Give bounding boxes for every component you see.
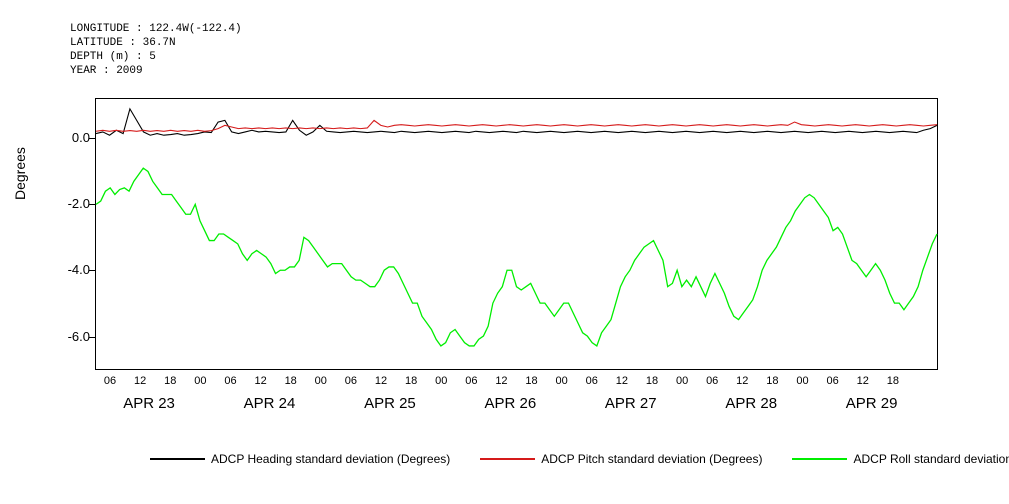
xtick-label-4-3: 00: [672, 375, 692, 387]
ytick-mark-0: [89, 138, 95, 139]
ytick-label--2: -2.0: [40, 196, 90, 211]
day-label-5: APR 28: [725, 395, 777, 412]
xtick-label-5-0: 06: [702, 375, 722, 387]
legend-item-2: ADCP Roll standard deviation (Degrees): [792, 452, 1009, 466]
ytick-label-0: 0.0: [40, 130, 90, 145]
series-line-adcp-pitch-standard-deviation-degrees-[interactable]: [96, 120, 937, 131]
legend-label-0: ADCP Heading standard deviation (Degrees…: [211, 452, 450, 466]
xtick-label-2-1: 12: [371, 375, 391, 387]
legend-line-0: [150, 458, 205, 460]
xtick-label-3-0: 06: [461, 375, 481, 387]
legend-item-0: ADCP Heading standard deviation (Degrees…: [150, 452, 470, 466]
day-label-6: APR 29: [846, 395, 898, 412]
chart-root: LONGITUDE : 122.4W(-122.4) LATITUDE : 36…: [0, 0, 1009, 504]
day-label-3: APR 26: [485, 395, 537, 412]
legend-label-2: ADCP Roll standard deviation (Degrees): [853, 452, 1009, 466]
ytick-mark--6: [89, 337, 95, 338]
ytick-mark--4: [89, 270, 95, 271]
plot-area[interactable]: [95, 98, 938, 370]
xtick-label-1-2: 18: [281, 375, 301, 387]
plot-svg: [96, 99, 937, 369]
legend-line-1: [480, 458, 535, 460]
xtick-label-6-0: 06: [823, 375, 843, 387]
xtick-label-5-3: 00: [793, 375, 813, 387]
xtick-label-4-2: 18: [642, 375, 662, 387]
ytick-mark--2: [89, 204, 95, 205]
day-label-2: APR 25: [364, 395, 416, 412]
xtick-label-4-0: 06: [582, 375, 602, 387]
series-line-adcp-roll-standard-deviation-degrees-[interactable]: [96, 168, 937, 346]
legend-item-1: ADCP Pitch standard deviation (Degrees): [480, 452, 782, 466]
xtick-label-1-3: 00: [311, 375, 331, 387]
xtick-label-2-3: 00: [431, 375, 451, 387]
xtick-label-6-2: 18: [883, 375, 903, 387]
ytick-label--4: -4.0: [40, 262, 90, 277]
xtick-label-2-2: 18: [401, 375, 421, 387]
xtick-label-0-3: 00: [190, 375, 210, 387]
xtick-label-3-1: 12: [491, 375, 511, 387]
xtick-label-4-1: 12: [612, 375, 632, 387]
info-text-block: LONGITUDE : 122.4W(-122.4) LATITUDE : 36…: [70, 8, 242, 92]
day-label-4: APR 27: [605, 395, 657, 412]
legend: ADCP Heading standard deviation (Degrees…: [150, 452, 930, 466]
xtick-label-0-2: 18: [160, 375, 180, 387]
day-label-1: APR 24: [244, 395, 296, 412]
xtick-label-3-2: 18: [522, 375, 542, 387]
xtick-label-1-1: 12: [251, 375, 271, 387]
day-label-0: APR 23: [123, 395, 175, 412]
xtick-label-1-0: 06: [220, 375, 240, 387]
ytick-label--6: -6.0: [40, 329, 90, 344]
y-axis-label: Degrees: [12, 147, 28, 200]
xtick-label-2-0: 06: [341, 375, 361, 387]
legend-line-2: [792, 458, 847, 460]
xtick-label-6-1: 12: [853, 375, 873, 387]
xtick-label-0-0: 06: [100, 375, 120, 387]
xtick-label-5-1: 12: [732, 375, 752, 387]
xtick-label-0-1: 12: [130, 375, 150, 387]
legend-label-1: ADCP Pitch standard deviation (Degrees): [541, 452, 762, 466]
xtick-label-3-3: 00: [552, 375, 572, 387]
xtick-label-5-2: 18: [762, 375, 782, 387]
series-line-adcp-heading-standard-deviation-degrees-[interactable]: [96, 109, 937, 135]
